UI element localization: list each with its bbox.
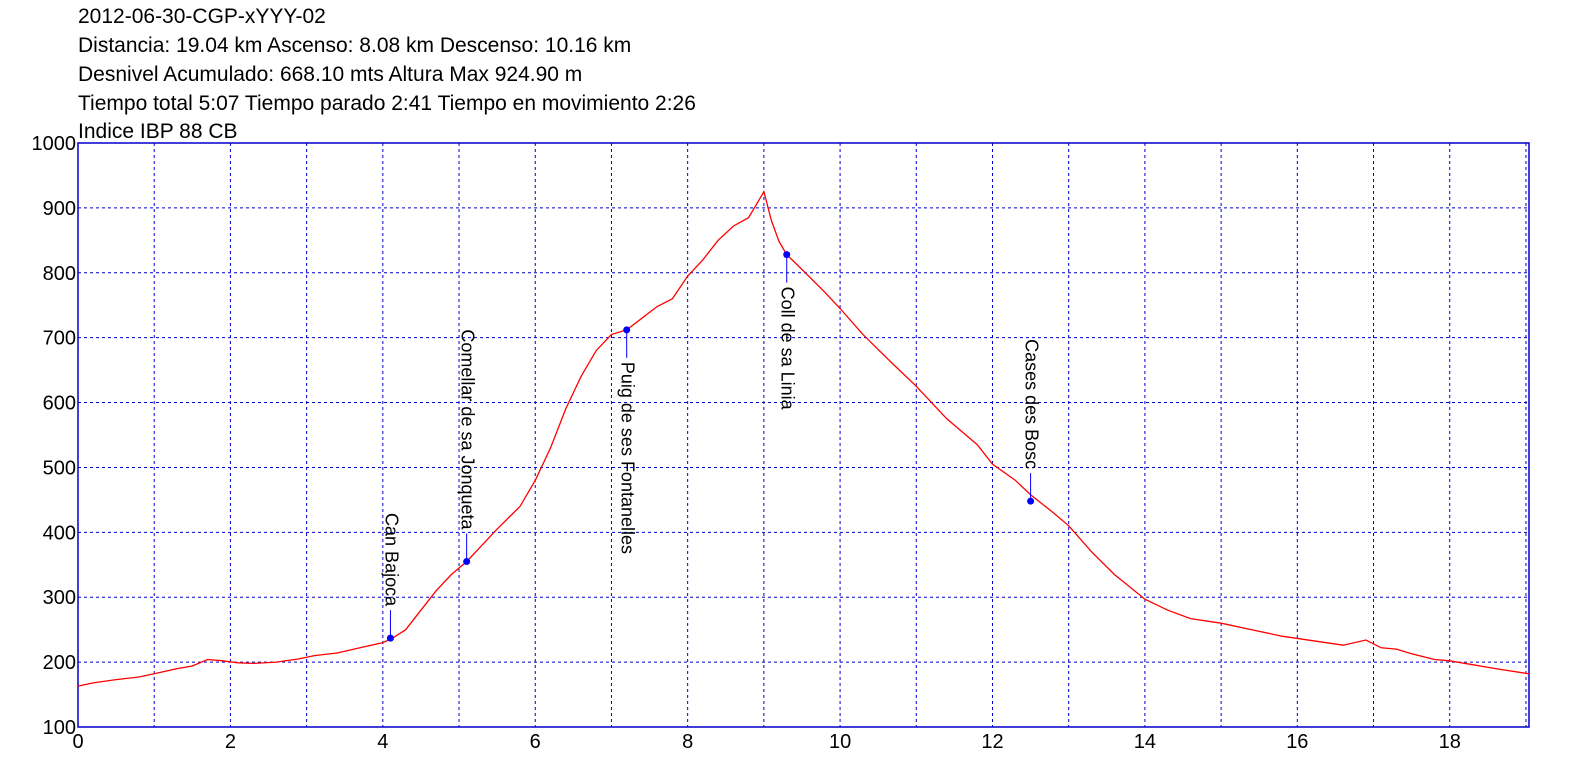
time-line: Tiempo total 5:07 Tiempo parado 2:41 Tie… <box>78 92 696 115</box>
y-tick-label: 500 <box>43 457 76 479</box>
ibp-line: Indice IBP 88 CB <box>78 120 238 143</box>
x-tick-label: 10 <box>829 731 851 753</box>
waypoint-label: Comellar de sa Jonqueta <box>458 329 478 530</box>
distance-line: Distancia: 19.04 km Ascenso: 8.08 km Des… <box>78 34 632 57</box>
x-tick-label: 18 <box>1439 731 1461 753</box>
y-tick-label: 900 <box>43 198 76 220</box>
x-tick-label: 4 <box>377 731 388 753</box>
y-tick-label: 100 <box>43 717 76 739</box>
y-tick-label: 600 <box>43 393 76 415</box>
x-tick-label: 6 <box>530 731 541 753</box>
waypoint-label: Coll de sa Linia <box>778 287 798 411</box>
elevation-line <box>77 190 1530 687</box>
y-tick-label: 700 <box>43 328 76 350</box>
waypoint-label: Cases des Bosc <box>1022 339 1042 469</box>
x-tick-label: 16 <box>1286 731 1308 753</box>
y-tick-label: 1000 <box>32 133 77 155</box>
x-tick-label: 8 <box>682 731 693 753</box>
y-tick-label: 400 <box>43 522 76 544</box>
waypoint-marker <box>1027 497 1035 505</box>
waypoint-marker <box>386 634 394 642</box>
plot-frame <box>77 142 1530 728</box>
waypoint-label: Puig de ses Fontanelles <box>618 362 638 554</box>
waypoint-marker <box>623 326 631 334</box>
y-tick-label: 300 <box>43 587 76 609</box>
waypoint-label: Can Bajoca <box>381 513 401 607</box>
elevation-line: Desnivel Acumulado: 668.10 mts Altura Ma… <box>78 63 583 86</box>
x-tick-label: 12 <box>981 731 1003 753</box>
waypoint-marker <box>463 558 471 566</box>
y-tick-label: 200 <box>43 652 76 674</box>
waypoint-marker <box>783 251 791 259</box>
x-tick-label: 14 <box>1134 731 1156 753</box>
x-tick-label: 0 <box>72 731 83 753</box>
title-line: 2012-06-30-CGP-xYYY-02 <box>78 5 326 28</box>
x-tick-label: 2 <box>225 731 236 753</box>
y-tick-label: 800 <box>43 263 76 285</box>
